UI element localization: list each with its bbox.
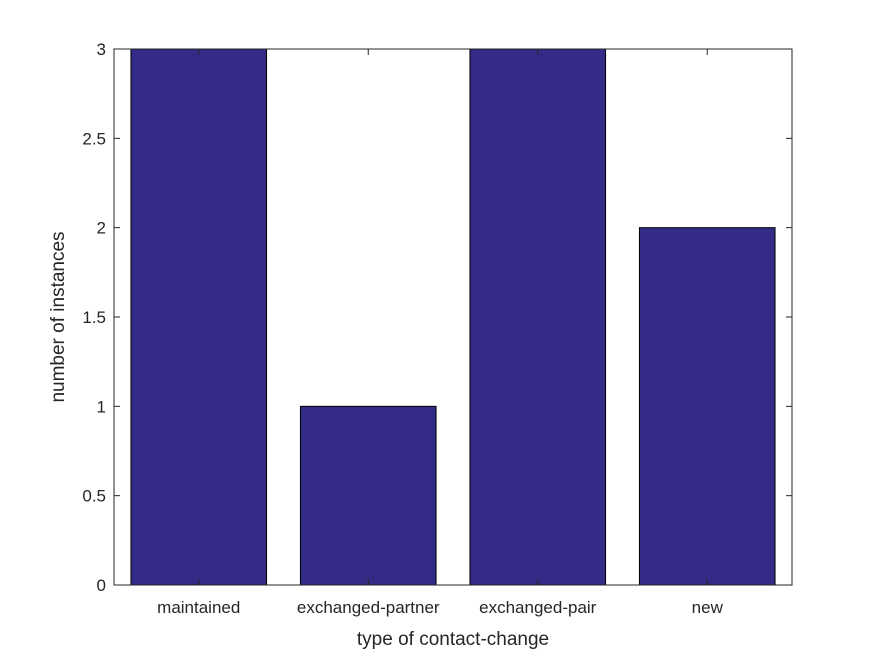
y-axis-label: number of instances — [48, 231, 69, 402]
y-tick-label: 3 — [97, 40, 106, 59]
x-tick-label: new — [692, 598, 724, 617]
x-tick-label: exchanged-pair — [479, 598, 597, 617]
y-tick-label: 0.5 — [82, 487, 106, 506]
x-tick-label: maintained — [157, 598, 240, 617]
x-axis-label: type of contact-change — [357, 629, 549, 650]
y-tick-label: 1 — [97, 397, 106, 416]
bar — [469, 48, 607, 586]
axes-box — [113, 48, 793, 586]
y-tick-label: 2.5 — [82, 129, 106, 148]
y-tick-label: 2 — [97, 219, 106, 238]
bar — [299, 405, 437, 586]
y-tick-label: 0 — [97, 576, 106, 595]
bar — [130, 48, 268, 586]
bar — [638, 227, 776, 586]
x-tick-label: exchanged-partner — [297, 598, 440, 617]
y-tick-label: 1.5 — [82, 308, 106, 327]
